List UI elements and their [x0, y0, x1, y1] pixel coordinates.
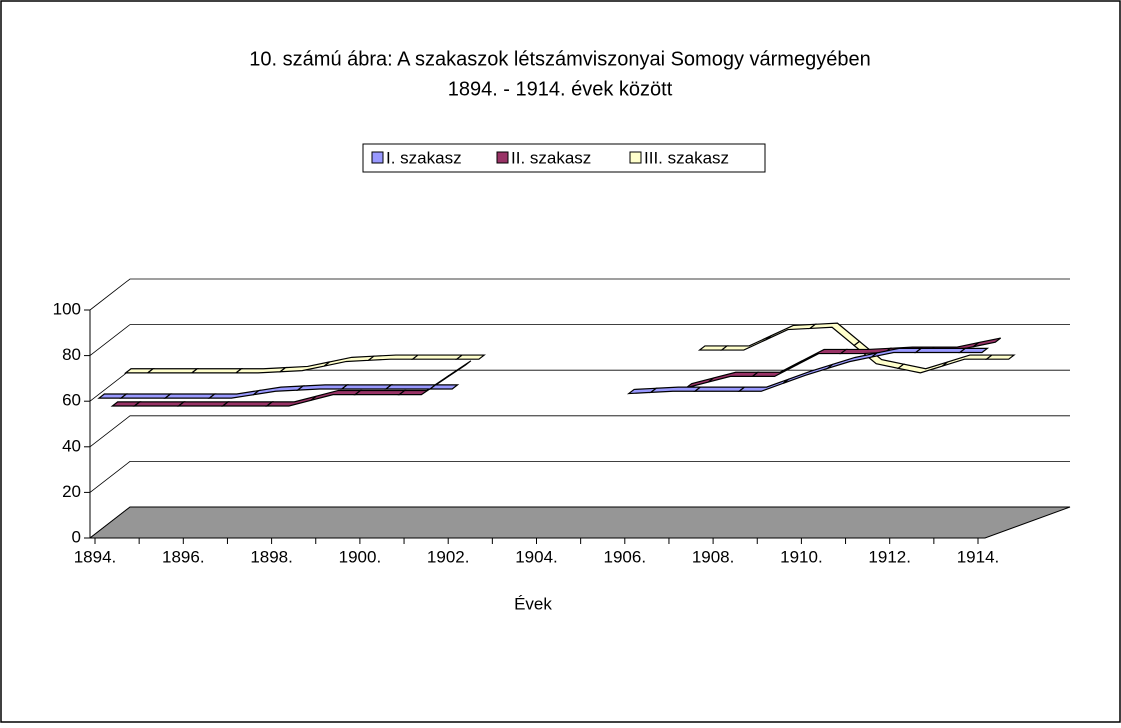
- line-ribbon: [295, 384, 349, 391]
- grid-line: [89, 324, 1070, 356]
- legend-swatch: [496, 151, 509, 164]
- legend-label: III. szakasz: [644, 148, 729, 167]
- x-tick-label: 1912.: [868, 547, 911, 566]
- y-tick-label: 40: [62, 436, 81, 455]
- line-ribbon: [455, 354, 486, 360]
- line-ribbon: [972, 337, 1002, 348]
- line-ribbon: [648, 386, 703, 394]
- line-ribbon: [366, 354, 420, 362]
- x-tick-label: 1910.: [780, 547, 823, 566]
- x-axis-label: Évek: [514, 594, 552, 613]
- floor: [88, 506, 1071, 539]
- x-tick-label: 1908.: [692, 547, 735, 566]
- x-tick-label: 1900.: [339, 547, 382, 566]
- legend-label: I. szakasz: [386, 148, 462, 167]
- line-ribbon: [190, 368, 244, 374]
- line-ribbon: [234, 366, 288, 374]
- x-tick-label: 1906.: [604, 547, 647, 566]
- line-ribbon: [914, 347, 968, 354]
- y-tick-label: 80: [62, 345, 81, 364]
- grid-line: [89, 415, 1070, 448]
- line-ribbon: [132, 401, 186, 407]
- line-ribbon: [220, 401, 274, 407]
- x-tick-label: 1902.: [427, 547, 470, 566]
- line-ribbon: [443, 360, 472, 381]
- line-ribbon: [163, 393, 217, 399]
- legend-swatch: [371, 151, 384, 164]
- grid-line: [89, 460, 1070, 493]
- x-tick-label: 1898.: [250, 547, 293, 566]
- y-tick-label: 100: [53, 299, 81, 318]
- x-tick-label: 1894.: [74, 547, 117, 566]
- line-ribbon: [693, 386, 747, 392]
- x-tick-label: 1914.: [957, 547, 1000, 566]
- line-ribbon: [145, 368, 199, 374]
- line-ribbon: [984, 354, 1016, 360]
- line-ribbon: [410, 354, 464, 360]
- line-ribbon: [428, 384, 460, 390]
- chart-title: 1894. - 1914. évek között: [448, 78, 673, 100]
- line-ribbon: [340, 384, 394, 390]
- x-tick-label: 1904.: [515, 547, 558, 566]
- line-ribbon: [353, 389, 407, 396]
- legend-label: II. szakasz: [511, 148, 591, 167]
- line-ribbon: [958, 347, 990, 354]
- line-ribbon: [176, 401, 230, 407]
- grid-line: [89, 278, 1070, 311]
- line-ribbon: [119, 393, 173, 399]
- legend-swatch: [629, 151, 642, 164]
- y-tick-label: 20: [62, 482, 81, 501]
- y-tick-label: 0: [72, 527, 81, 546]
- y-tick-label: 60: [62, 391, 81, 410]
- x-tick-label: 1896.: [162, 547, 205, 566]
- legend-box: [362, 143, 766, 173]
- chart-title: 10. számú ábra: A szakaszok létszámviszo…: [249, 48, 870, 70]
- line-ribbon: [384, 384, 438, 390]
